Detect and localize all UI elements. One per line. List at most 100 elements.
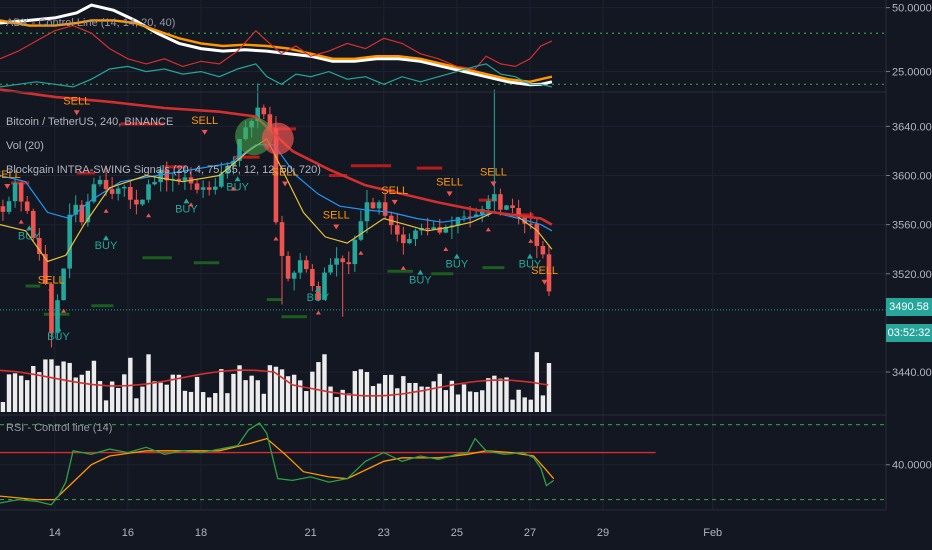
signals-legend[interactable]: Blockgain INTRA-SWING Signals (20, 4, 75… [6,164,321,176]
volume-bar [55,365,60,412]
x-tick-label: 14 [49,527,61,539]
volume-bar [249,375,254,412]
volume-bar [486,378,491,412]
adx-pane[interactable] [0,3,886,88]
candle-body [73,204,79,215]
candle-body [109,189,115,194]
candle-body [152,182,157,185]
sell-signal-label: SELL [38,275,65,287]
volume-bar [382,375,388,412]
candle-body [255,107,261,122]
candle-body [225,165,230,174]
sell-signal-label: SELL [436,176,463,188]
candle-body [61,268,66,301]
volume-bar [480,390,485,412]
symbol-title[interactable]: Bitcoin / TetherUS, 240, BINANCE [6,116,174,128]
volume-bar [346,393,351,412]
volume-bar [370,386,376,412]
volume-bar [528,399,533,412]
candle-body [455,217,461,226]
candle-body [340,258,345,263]
volume-bar [328,386,333,412]
sell-arrow-icon [541,279,548,285]
sell-arrow-icon [333,224,340,230]
adx-green-line [0,63,553,88]
volume-bar [376,383,382,412]
volume-bar [473,392,479,412]
x-tick-label: 21 [305,527,317,539]
candle-body [219,173,224,187]
signal-marker-icon [146,213,152,218]
volume-bar [97,381,103,412]
candle-body [206,187,212,190]
price-pane[interactable]: SELLBUYSELLBUYSELLBUYBUYSELLBUYSELLBUYSE… [0,83,886,412]
buy-arrow-icon [55,326,62,332]
volume-bar [0,401,6,412]
ma-red-line [0,88,553,226]
volume-ma-line [0,369,549,397]
volume-bar [273,366,279,412]
signal-marker-icon [103,208,109,213]
candle-body [498,194,503,210]
candle-body [97,179,103,185]
volume-bar [443,390,449,412]
candle-body [128,186,133,200]
buy-arrow-icon [234,176,241,182]
candle-body [30,210,36,238]
candle-body [67,214,72,269]
volume-bar [122,374,127,412]
signal-marker-icon [443,247,449,252]
volume-legend[interactable]: Vol (20) [6,140,44,152]
sell-arrow-icon [48,289,55,295]
volume-bar [213,393,218,412]
candle-body [316,286,321,300]
candle-body [85,201,91,223]
volume-bar [316,362,321,412]
volume-bar [425,386,430,412]
y-tick-label: 3440.00 [892,367,932,379]
signal-marker-icon [400,265,406,270]
buy-signal-label: BUY [446,259,469,271]
volume-bar [504,377,509,412]
candle-body [376,202,382,209]
candle-body [158,169,163,183]
volume-bar [461,384,467,412]
rsi-pane[interactable] [0,422,886,506]
sell-signal-label: SELL [323,209,350,221]
buy-signal-label: BUY [18,230,41,242]
y-tick-label: 50.0000 [892,3,932,15]
volume-bar [389,374,394,412]
volume-bar [182,390,188,412]
sell-arrow-icon [490,181,497,187]
signal-marker-icon [18,219,24,224]
volume-bar [207,397,212,412]
candle-body [24,201,30,211]
volume-bar [188,391,194,412]
candle-body [528,223,534,225]
bearish-highlight-circle [261,122,294,155]
candle-body [303,260,309,270]
candle-body [279,222,285,256]
candle-body [516,208,521,218]
volume-bar [437,373,442,412]
candle-body [540,245,546,255]
volume-bar [467,391,473,412]
sell-arrow-icon [4,183,11,189]
sell-signal-label: SELL [63,95,90,107]
volume-bar [6,374,12,412]
candle-body [43,254,48,284]
volume-bar [395,388,400,412]
candle-body [370,202,376,209]
x-tick-label: 25 [451,527,463,539]
y-tick-label: 25.0000 [892,67,932,79]
buy-signal-label: BUY [409,275,432,287]
candle-body [425,227,430,230]
candle-body [91,184,97,202]
candle-body [134,199,139,205]
candle-body [55,300,60,333]
buy-signal-label: BUY [307,292,330,304]
candle-body [310,269,315,287]
candle-body [49,283,54,333]
